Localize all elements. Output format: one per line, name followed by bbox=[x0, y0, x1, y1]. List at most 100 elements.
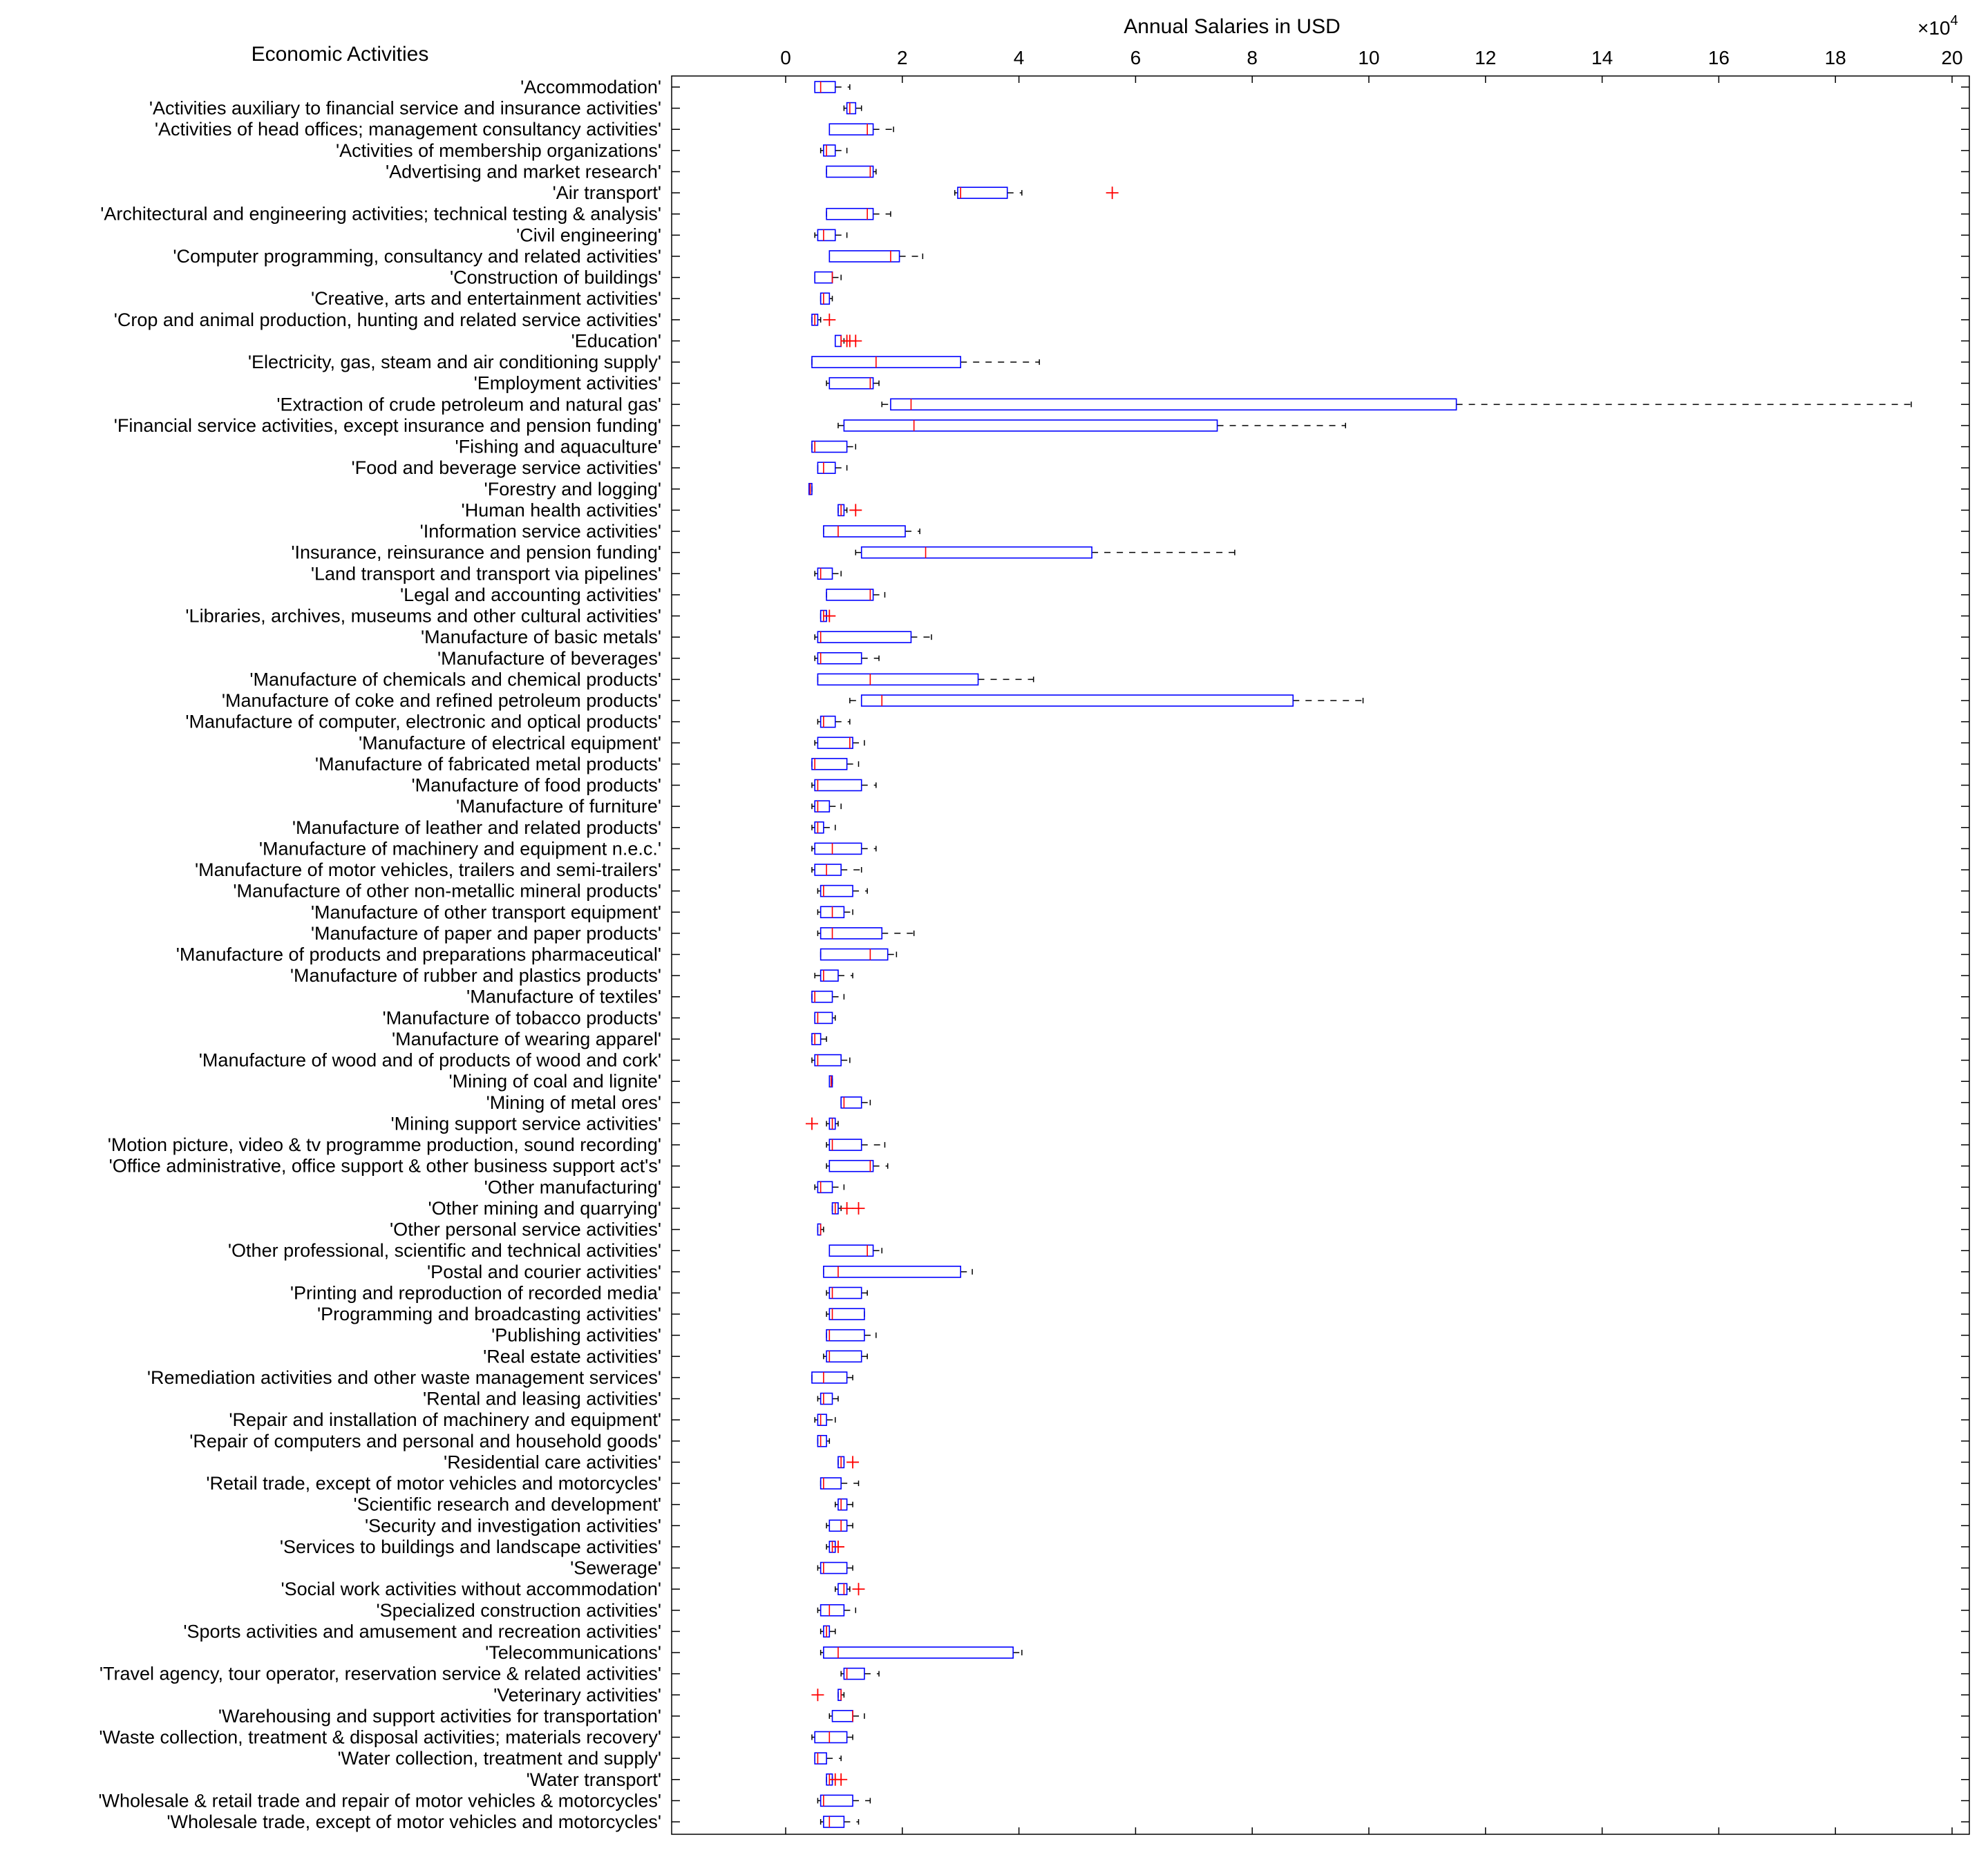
box-iqr bbox=[814, 1011, 833, 1025]
box-item bbox=[814, 567, 842, 580]
box-item bbox=[811, 1054, 851, 1067]
x-tick-label: 12 bbox=[1475, 47, 1496, 68]
category-label: 'Postal and courier activities' bbox=[427, 1262, 661, 1282]
category-label: 'Other personal service activities' bbox=[390, 1219, 661, 1240]
box-item bbox=[823, 1350, 868, 1363]
box-iqr bbox=[811, 1371, 848, 1384]
box-iqr bbox=[820, 948, 889, 961]
box-iqr bbox=[826, 1350, 862, 1363]
category-label: 'Services to buildings and landscape act… bbox=[280, 1537, 661, 1557]
box-iqr bbox=[834, 334, 842, 348]
box-iqr bbox=[817, 1414, 827, 1426]
category-label: 'Veterinary activities' bbox=[493, 1684, 661, 1705]
x-axis-exponent-base: ×10 bbox=[1918, 17, 1951, 39]
category-label: 'Telecommunications' bbox=[485, 1642, 661, 1663]
category-label: 'Manufacture of chemicals and chemical p… bbox=[249, 669, 661, 689]
x-tick-label: 20 bbox=[1941, 47, 1962, 68]
box-iqr bbox=[817, 673, 979, 686]
category-label: 'Education' bbox=[571, 330, 661, 351]
box-iqr bbox=[817, 1435, 827, 1447]
box-iqr bbox=[820, 715, 836, 728]
category-label: 'Retail trade, except of motor vehicles … bbox=[206, 1473, 661, 1494]
box-item bbox=[840, 1667, 880, 1680]
box-item bbox=[811, 779, 877, 792]
category-label: 'Human health activities' bbox=[462, 500, 661, 520]
box-iqr bbox=[820, 1392, 833, 1405]
box-item bbox=[826, 1286, 868, 1300]
x-tick-label: 16 bbox=[1708, 47, 1730, 68]
box-item bbox=[811, 1033, 827, 1045]
box-item bbox=[843, 102, 862, 115]
x-tick-label: 10 bbox=[1358, 47, 1379, 68]
box-item bbox=[817, 884, 868, 897]
category-label: 'Activities auxiliary to financial servi… bbox=[149, 98, 661, 119]
box-iqr bbox=[820, 292, 831, 305]
box-item bbox=[817, 1435, 831, 1447]
outlier-marker bbox=[831, 1540, 844, 1553]
box-item bbox=[820, 1625, 836, 1638]
box-iqr bbox=[811, 440, 848, 453]
category-label: 'Legal and accounting activities' bbox=[400, 584, 661, 605]
box-iqr bbox=[840, 1096, 862, 1109]
category-label: 'Air transport' bbox=[553, 182, 661, 203]
box-iqr bbox=[829, 250, 900, 263]
box-iqr bbox=[890, 398, 1457, 411]
x-tick-label: 6 bbox=[1130, 47, 1142, 68]
x-tick-label: 18 bbox=[1825, 47, 1846, 68]
box-item bbox=[840, 1096, 871, 1109]
category-label: 'Office administrative, office support &… bbox=[109, 1156, 661, 1177]
box-iqr bbox=[820, 884, 853, 897]
box-item bbox=[829, 1710, 865, 1722]
outlier-marker bbox=[1106, 187, 1119, 200]
box-item bbox=[826, 377, 880, 390]
x-tick-label: 2 bbox=[897, 47, 908, 68]
category-label: 'Electricity, gas, steam and air conditi… bbox=[248, 352, 661, 372]
box-iqr bbox=[820, 1604, 845, 1617]
box-item bbox=[820, 609, 836, 622]
box-item bbox=[814, 736, 865, 750]
outlier-marker bbox=[846, 1456, 860, 1469]
box-item bbox=[811, 313, 836, 326]
box-item bbox=[817, 673, 1034, 686]
category-label: 'Rental and leasing activities' bbox=[423, 1389, 661, 1409]
box-item bbox=[826, 1773, 848, 1786]
category-label: 'Creative, arts and entertainment activi… bbox=[311, 288, 661, 309]
category-label: 'Sewerage' bbox=[570, 1558, 661, 1579]
box-iqr bbox=[814, 81, 836, 93]
box-item bbox=[834, 334, 862, 348]
box-iqr bbox=[843, 1667, 865, 1680]
box-iqr bbox=[831, 1710, 853, 1722]
y-axis-title: Economic Activities bbox=[252, 43, 429, 66]
category-label: 'Manufacture of computer, electronic and… bbox=[185, 712, 661, 732]
box-item bbox=[814, 81, 851, 93]
box-item bbox=[823, 525, 920, 538]
x-axis-exponent-power: 4 bbox=[1951, 13, 1958, 28]
box-item bbox=[826, 1159, 889, 1172]
category-label: 'Activities of head offices; management … bbox=[155, 119, 661, 140]
box-iqr bbox=[826, 207, 874, 220]
box-item bbox=[826, 1540, 844, 1553]
category-label: 'Manufacture of leather and related prod… bbox=[292, 817, 661, 838]
category-label: 'Manufacture of textiles' bbox=[466, 987, 661, 1007]
box-item bbox=[811, 1731, 853, 1744]
category-label: 'Manufacture of motor vehicles, trailers… bbox=[195, 859, 661, 880]
box-iqr bbox=[817, 462, 836, 474]
category-label: 'Manufacture of furniture' bbox=[456, 796, 661, 817]
x-axis-title: Annual Salaries in USD bbox=[1124, 15, 1341, 38]
category-label: 'Manufacture of tobacco products' bbox=[382, 1007, 661, 1028]
category-label: 'Manufacture of food products' bbox=[411, 775, 661, 796]
category-label: 'Wholesale trade, except of motor vehicl… bbox=[167, 1811, 661, 1832]
box-item bbox=[811, 842, 877, 855]
box-iqr bbox=[823, 525, 906, 538]
box-iqr bbox=[826, 165, 874, 178]
box-item bbox=[826, 1329, 877, 1342]
box-iqr bbox=[817, 736, 853, 750]
box-iqr bbox=[837, 1498, 848, 1511]
category-label: 'Other professional, scientific and tech… bbox=[228, 1240, 661, 1261]
box-item bbox=[814, 229, 848, 242]
box-item bbox=[826, 207, 891, 220]
box-item bbox=[814, 1752, 842, 1764]
box-item bbox=[826, 1519, 853, 1532]
box-item bbox=[811, 1688, 845, 1702]
